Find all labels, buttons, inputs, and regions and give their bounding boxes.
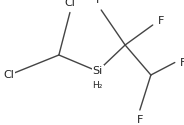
Text: Si: Si <box>92 66 103 76</box>
Text: Cl: Cl <box>4 70 15 80</box>
Text: H₂: H₂ <box>92 80 103 90</box>
Text: Cl: Cl <box>64 0 75 8</box>
Text: F: F <box>137 115 143 125</box>
Text: F: F <box>180 58 184 68</box>
Text: F: F <box>158 16 165 26</box>
Text: F: F <box>96 0 102 5</box>
